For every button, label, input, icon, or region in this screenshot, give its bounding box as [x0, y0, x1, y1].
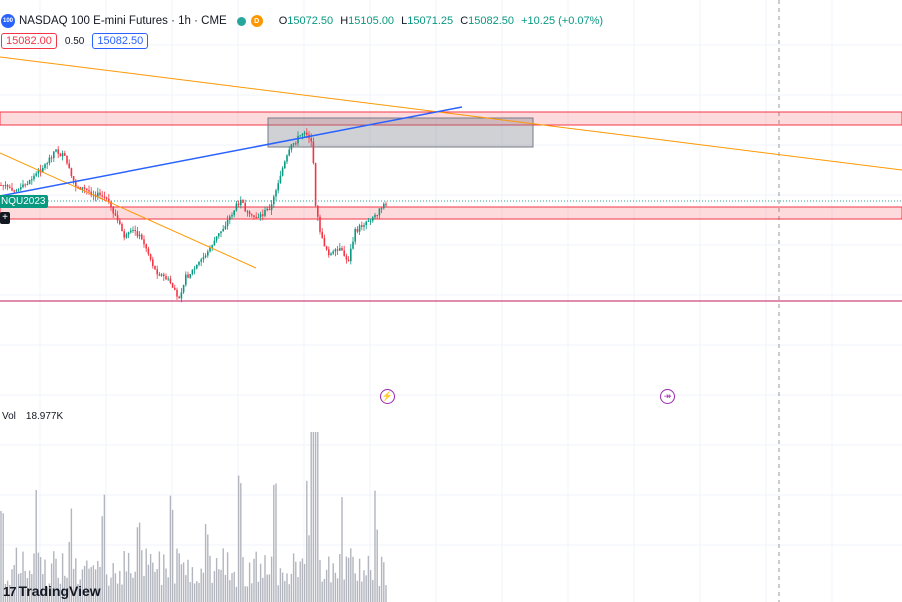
chart-header: 100 NASDAQ 100 E-mini Futures · 1h · CME…	[0, 12, 603, 30]
price-change: +10.25 (+0.07%)	[521, 15, 604, 27]
nasdaq-logo-icon: 100	[1, 14, 15, 28]
delayed-data-badge[interactable]: D	[250, 15, 263, 27]
trendline-orange-short[interactable]	[0, 152, 257, 269]
gray-rectangle[interactable]	[267, 117, 534, 148]
trendline-blue[interactable]	[0, 106, 463, 197]
volume-bars	[0, 432, 387, 602]
volume-value: 18.977K	[25, 411, 64, 422]
market-status-icon[interactable]	[236, 16, 246, 26]
high-value: 15105.00	[348, 15, 395, 27]
candles	[0, 128, 387, 303]
spread-value: 0.50	[64, 35, 85, 47]
trendline-orange-long[interactable]	[0, 56, 902, 171]
tradingview-name: TradingView	[18, 583, 101, 599]
close-label: C	[460, 15, 469, 27]
trade-buttons: 15082.00 0.50 15082.50	[1, 33, 149, 49]
low-value: 15071.25	[407, 15, 454, 27]
tradingview-logo[interactable]: 17 TradingView	[3, 583, 101, 599]
low-label: L	[401, 15, 408, 27]
ohlc-values: O15072.50 H15105.00 L15071.25 C15082.50 …	[279, 15, 603, 27]
lightning-event-icon[interactable]: ⚡	[380, 389, 395, 404]
buy-button[interactable]: 15082.50	[92, 33, 149, 49]
forward-event-icon[interactable]: ↠	[660, 389, 675, 404]
open-value: 15072.50	[287, 15, 334, 27]
high-label: H	[340, 15, 349, 27]
symbol-price-tag: NQU2023	[0, 195, 49, 208]
close-value: 15082.50	[468, 15, 515, 27]
tradingview-mark-icon: 17	[3, 583, 17, 599]
symbol-title[interactable]: NASDAQ 100 E-mini Futures · 1h · CME	[19, 15, 227, 27]
open-label: O	[278, 15, 288, 27]
volume-label: Vol	[2, 411, 16, 422]
current-price-zone[interactable]	[0, 206, 902, 220]
plus-icon[interactable]: +	[0, 212, 10, 224]
volume-legend: Vol 18.977K	[2, 411, 73, 422]
sell-button[interactable]: 15082.00	[1, 33, 57, 49]
